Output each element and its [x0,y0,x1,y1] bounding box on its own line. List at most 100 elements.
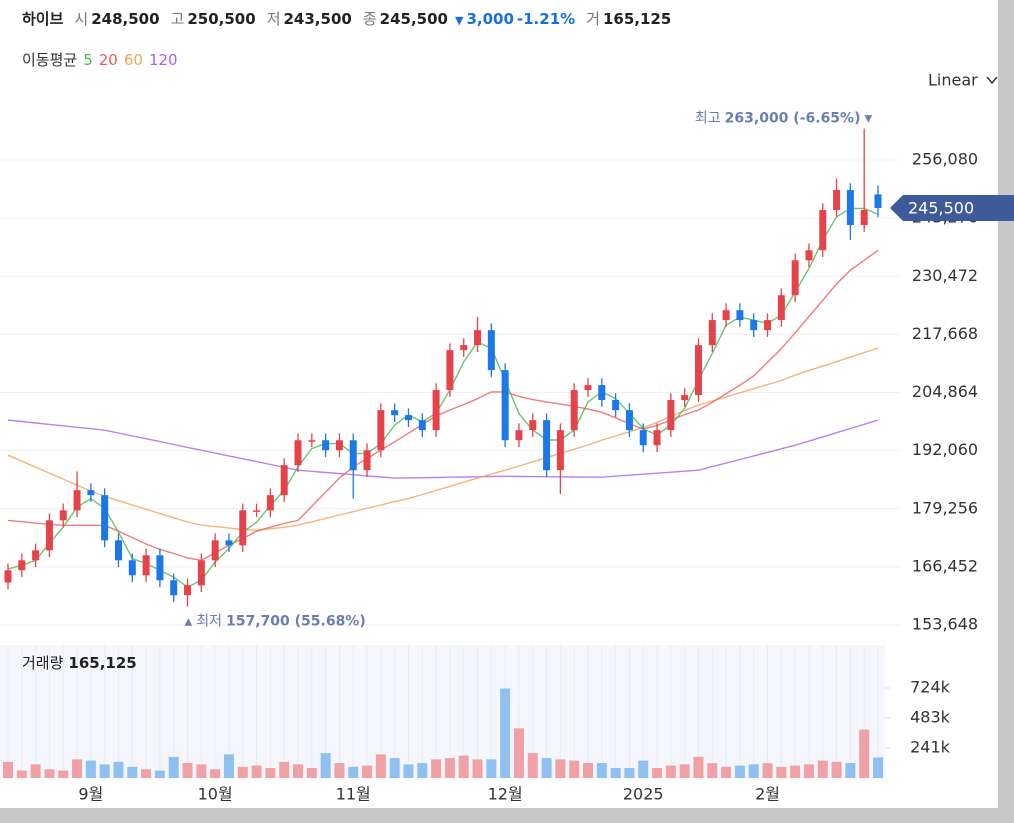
ma-line [7,249,879,562]
ma-line [7,207,879,588]
candle-body [32,550,40,561]
volume-tick-label: 724k [910,678,951,697]
ma-line [7,419,879,479]
candle-body [529,420,537,431]
candle-body [225,540,233,546]
volume-bar [127,766,138,778]
volume-bar [362,765,373,778]
candle-body [736,310,744,321]
y-tick-label: 256,080 [912,150,978,169]
change-arrow: ▼ [454,14,464,27]
field-label: 거 [586,10,600,28]
volume-bar [210,769,221,778]
volume-bar [831,761,842,778]
ma-legend: 이동평균 5 20 60 120 [22,49,184,70]
candle-body [322,440,330,451]
candle-body [253,510,261,512]
candle-body [570,390,578,431]
candle-body [501,370,509,441]
candle-body [750,320,758,331]
candle-body [101,495,109,541]
volume-bar [237,766,248,778]
volume-bar [444,758,455,778]
volume-bar [513,728,524,778]
candle-body [377,410,385,451]
candle-body [543,420,551,471]
volume-bar [293,764,303,778]
candle-body [45,520,53,551]
scale-selector[interactable]: Linear [928,71,978,90]
volume-bar [403,764,414,778]
candle-body [791,260,799,296]
volume-value: 165,125 [68,654,136,672]
legend-entry: 20 [98,51,118,69]
volume-bar [58,770,69,778]
candle-body [653,430,661,446]
candle-body [142,555,150,576]
low-arrow: ▲ [185,617,193,628]
field-value: 248,500 [91,10,160,28]
candle-body [73,490,81,511]
candle-body [805,250,813,261]
candle-body [349,440,357,471]
volume-bar [72,759,83,778]
candle-body [418,420,426,431]
volume-bar [431,759,442,778]
candle-body [819,210,827,251]
volume-bar [734,765,745,778]
legend-entry: 5 [83,51,93,69]
candle-body [612,400,620,411]
volume-bar [873,757,883,778]
candle-body [211,540,219,561]
volume-bar [472,759,483,778]
chevron[interactable] [986,76,998,85]
candle-body [860,210,868,226]
candle-body [335,440,343,451]
legend-entry: 120 [148,51,178,69]
field-label: 고 [170,10,185,28]
low-text: 157,700 (55.68%) [226,614,366,630]
x-tick-label: 2월 [755,785,780,804]
candle-body [128,560,136,576]
volume-bar [845,763,856,778]
volume-bar [762,763,773,778]
volume-bar [721,766,732,778]
low-prefix: 최저 [196,614,222,630]
volume-bar [541,758,552,778]
change-percent: -1.21% [516,10,576,28]
low-marker: ▲ 최저 157,700 (55.68%) [185,614,366,630]
volume-bar [182,763,193,778]
y-tick-label: 179,256 [912,498,978,517]
candle-body [515,430,523,441]
high-arrow: ▼ [864,114,872,125]
volume-bar [748,764,759,778]
volume-bar [596,763,607,778]
grid [0,159,900,778]
candle-body [239,510,247,546]
candle-body [667,400,675,431]
candle-body [266,495,274,511]
y-tick-label: 230,472 [912,266,978,285]
stock-name: 하이브 [22,10,64,28]
candle-body [777,295,785,321]
candle-body [114,540,122,561]
volume-title: 거래량 [22,654,64,672]
candle-body [308,440,316,442]
field-value: 243,500 [283,10,352,28]
volume-bar [555,759,566,778]
volume-bar [486,759,497,778]
x-tick-label: 10월 [198,785,233,804]
volume-bar [251,765,262,778]
candle-body [460,345,468,351]
field-value: 165,125 [602,10,672,28]
volume-bar [99,764,110,778]
candle-body [446,350,454,391]
volume-bar [790,765,801,778]
field-value: 245,500 [379,10,448,28]
volume-bar [154,770,165,778]
volume-bar [389,758,400,778]
candle-body [833,190,841,211]
candle-body [280,465,288,496]
